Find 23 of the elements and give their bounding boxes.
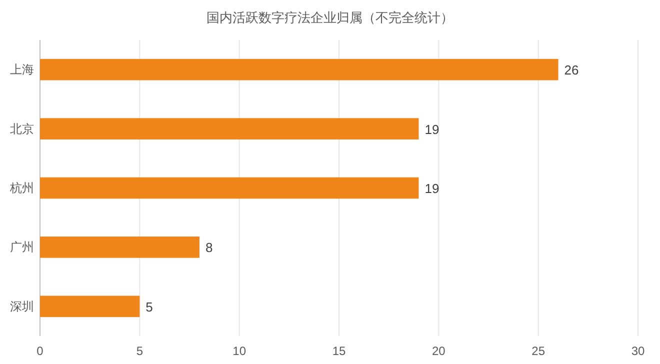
y-tick-label: 广州 bbox=[10, 240, 34, 254]
bar bbox=[40, 177, 419, 199]
chart-title: 国内活跃数字疗法企业归属（不完全统计） bbox=[206, 10, 454, 25]
x-tick-label: 25 bbox=[532, 344, 546, 358]
y-tick-label: 深圳 bbox=[10, 299, 34, 314]
bar bbox=[40, 236, 200, 258]
y-tick-label: 杭州 bbox=[9, 181, 34, 195]
x-tick-label: 10 bbox=[232, 344, 246, 358]
data-label: 8 bbox=[205, 240, 213, 256]
bar bbox=[40, 296, 140, 318]
x-tick-label: 20 bbox=[432, 344, 446, 358]
bar bbox=[40, 58, 558, 80]
data-label: 19 bbox=[424, 122, 440, 137]
y-tick-label: 北京 bbox=[10, 122, 34, 136]
data-label: 5 bbox=[146, 299, 153, 314]
data-label: 26 bbox=[564, 62, 579, 78]
data-label: 19 bbox=[424, 181, 440, 196]
y-tick-label: 上海 bbox=[10, 62, 34, 77]
x-tick-label: 15 bbox=[332, 344, 346, 358]
x-tick-label: 5 bbox=[136, 344, 144, 358]
x-tick-label: 30 bbox=[631, 344, 645, 358]
x-tick-label: 0 bbox=[36, 344, 44, 358]
bar bbox=[40, 118, 419, 140]
